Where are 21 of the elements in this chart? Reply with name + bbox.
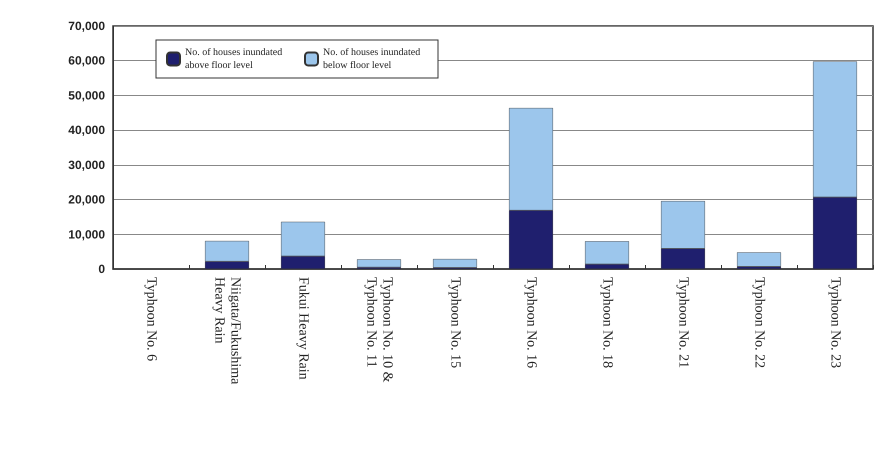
x-tick-label: Typhoon No. 23 (828, 277, 842, 368)
bar (736, 252, 782, 267)
x-tick-label: Fukui Heavy Rain (296, 277, 310, 380)
x-tick-label: Niigata/Fukushima Heavy Rain (212, 277, 242, 386)
x-tick-label: Typhoon No. 15 (448, 277, 462, 368)
x-tick-label: Typhoon No. 21 (676, 277, 690, 368)
x-tick-label: Typhoon No. 10 & Typhoon No. 11 (364, 277, 394, 383)
y-tick-label: 50,000 (68, 88, 106, 102)
y-tick-label: 30,000 (68, 158, 106, 172)
legend-label: No. of houses inundated above floor level (185, 47, 285, 71)
x-tick-label: Typhoon No. 16 (524, 277, 538, 368)
y-tick-label: 10,000 (68, 227, 106, 242)
legend-label: No. of houses inundated below floor level (323, 47, 423, 71)
y-tick-label: 60,000 (68, 54, 106, 68)
y-tick-label: 70,000 (68, 19, 106, 33)
y-tick-label: 40,000 (68, 123, 106, 138)
x-tick-label: Typhoon No. 6 (144, 277, 158, 362)
x-tick-label: Typhoon No. 18 (600, 277, 614, 368)
y-tick-label: 0 (98, 262, 106, 276)
x-tick-label: Typhoon No. 22 (752, 277, 766, 368)
y-tick-label: 20,000 (68, 192, 106, 207)
